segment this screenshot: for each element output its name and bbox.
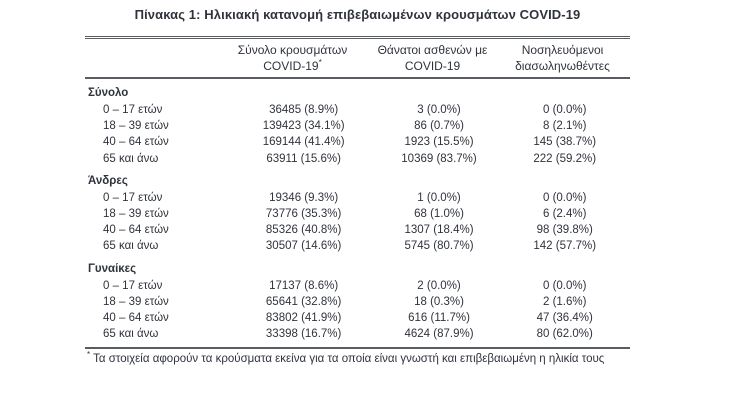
col-header-total-cases: Σύνολο κρουσμάτων COVID-19* bbox=[215, 43, 370, 74]
intubated-value: 2 (1.6%) bbox=[542, 295, 587, 308]
intubated-value: 0 (0.0%) bbox=[542, 279, 587, 292]
col-header-total-cases-line1: Σύνολο κρουσμάτων bbox=[237, 43, 348, 57]
table-row: 40 – 64 ετών 85326 (40.8%) 1307 (18.4%) … bbox=[85, 222, 630, 238]
col-header-total-cases-line2: COVID-19* bbox=[263, 57, 322, 73]
col-header-empty bbox=[85, 43, 215, 74]
rule-bottom bbox=[85, 347, 630, 350]
age-label: 65 και άνω bbox=[103, 328, 159, 341]
section-total: Σύνολο 0 – 17 ετών 36485 (8.9%) 3 (0.0%)… bbox=[85, 85, 630, 167]
deaths-value: 616 (11.7%) bbox=[408, 311, 470, 324]
table-row: 0 – 17 ετών 17137 (8.6%) 2 (0.0%) 0 (0.0… bbox=[85, 278, 630, 294]
col-header-deaths-line2: COVID-19 bbox=[404, 58, 461, 73]
cases-value: 65641 (32.8%) bbox=[265, 295, 342, 308]
intubated-value: 47 (36.4%) bbox=[536, 311, 593, 324]
col-header-intubated-line1: Νοσηλευόμενοι bbox=[521, 43, 604, 57]
deaths-value: 5745 (80.7%) bbox=[404, 240, 474, 253]
section-label: Άνδρες bbox=[88, 174, 128, 187]
section-label: Σύνολο bbox=[88, 87, 129, 99]
cases-value: 17137 (8.6%) bbox=[269, 279, 339, 292]
col-header-deaths: Θάνατοι ασθενών με COVID-19 bbox=[370, 43, 495, 74]
age-label: 65 και άνω bbox=[103, 240, 159, 253]
table-row: 0 – 17 ετών 19346 (9.3%) 1 (0.0%) 0 (0.0… bbox=[85, 190, 630, 206]
deaths-value: 10369 (83.7%) bbox=[401, 152, 477, 165]
deaths-value: 68 (1.0%) bbox=[414, 207, 464, 220]
age-label: 0 – 17 ετών bbox=[103, 191, 163, 204]
table-row: 65 και άνω 63911 (15.6%) 10369 (83.7%) 2… bbox=[85, 151, 630, 167]
intubated-value: 142 (57.7%) bbox=[533, 240, 597, 253]
rule-header-separator bbox=[85, 77, 630, 79]
section-men: Άνδρες 0 – 17 ετών 19346 (9.3%) 1 (0.0%)… bbox=[85, 173, 630, 255]
table-row: 40 – 64 ετών 169144 (41.4%) 1923 (15.5%)… bbox=[85, 134, 630, 150]
age-label: 0 – 17 ετών bbox=[103, 279, 163, 292]
cases-value: 33398 (16.7%) bbox=[265, 328, 342, 341]
col-header-intubated-line2: διασωληνωθέντες bbox=[515, 58, 610, 73]
table-row: 18 – 39 ετών 73776 (35.3%) 68 (1.0%) 6 (… bbox=[85, 206, 630, 222]
cases-value: 139423 (34.1%) bbox=[262, 120, 345, 133]
footnote-mark: * bbox=[318, 57, 322, 67]
col-header-intubated: Νοσηλευόμενοι διασωληνωθέντες bbox=[495, 43, 630, 74]
age-label: 0 – 17 ετών bbox=[103, 104, 163, 116]
intubated-value: 8 (2.1%) bbox=[542, 120, 587, 133]
cases-value: 19346 (9.3%) bbox=[269, 191, 339, 204]
age-label: 18 – 39 ετών bbox=[103, 207, 169, 220]
intubated-value: 98 (39.8%) bbox=[536, 224, 593, 237]
rule-top bbox=[85, 36, 630, 39]
section-label: Γυναίκες bbox=[88, 262, 137, 275]
deaths-value: 86 (0.7%) bbox=[414, 120, 464, 133]
section-women: Γυναίκες 0 – 17 ετών 17137 (8.6%) 2 (0.0… bbox=[85, 261, 630, 343]
age-label: 40 – 64 ετών bbox=[103, 224, 169, 237]
intubated-value: 6 (2.4%) bbox=[542, 207, 587, 220]
table-row: 0 – 17 ετών 36485 (8.9%) 3 (0.0%) 0 (0.0… bbox=[85, 102, 630, 118]
intubated-value: 0 (0.0%) bbox=[542, 191, 587, 204]
table-header-row: Σύνολο κρουσμάτων COVID-19* Θάνατοι ασθε… bbox=[85, 39, 630, 77]
cases-value: 30507 (14.6%) bbox=[265, 240, 342, 253]
age-label: 18 – 39 ετών bbox=[103, 295, 169, 308]
cases-value: 83802 (41.9%) bbox=[265, 311, 342, 324]
table-body: Σύνολο 0 – 17 ετών 36485 (8.9%) 3 (0.0%)… bbox=[85, 79, 630, 347]
deaths-value: 4624 (87.9%) bbox=[404, 328, 474, 341]
cases-value: 85326 (40.8%) bbox=[265, 224, 342, 237]
deaths-value: 1 (0.0%) bbox=[417, 191, 461, 204]
table-row: 18 – 39 ετών 139423 (34.1%) 86 (0.7%) 8 … bbox=[85, 118, 630, 134]
table-title: Πίνακας 1: Ηλικιακή κατανομή επιβεβαιωμέ… bbox=[134, 7, 581, 22]
deaths-value: 2 (0.0%) bbox=[417, 279, 461, 292]
table-row: 40 – 64 ετών 83802 (41.9%) 616 (11.7%) 4… bbox=[85, 310, 630, 326]
deaths-value: 3 (0.0%) bbox=[417, 104, 461, 116]
table-row: 65 και άνω 33398 (16.7%) 4624 (87.9%) 80… bbox=[85, 326, 630, 342]
table-row: 65 και άνω 30507 (14.6%) 5745 (80.7%) 14… bbox=[85, 238, 630, 254]
table-row: 18 – 39 ετών 65641 (32.8%) 18 (0.3%) 2 (… bbox=[85, 294, 630, 310]
footnote-text: Τα στοιχεία αφορούν τα κρούσματα εκείνα … bbox=[90, 353, 605, 366]
cases-value: 63911 (15.6%) bbox=[266, 152, 341, 165]
age-label: 40 – 64 ετών bbox=[103, 136, 169, 149]
deaths-value: 18 (0.3%) bbox=[414, 295, 464, 308]
intubated-value: 0 (0.0%) bbox=[542, 104, 587, 116]
age-label: 65 και άνω bbox=[103, 152, 159, 165]
age-label: 18 – 39 ετών bbox=[103, 120, 169, 133]
footnote: * Τα στοιχεία αφορούν τα κρούσματα εκείν… bbox=[85, 351, 630, 367]
intubated-value: 145 (38.7%) bbox=[533, 136, 597, 149]
intubated-value: 80 (62.0%) bbox=[536, 328, 593, 341]
table-1-container: Πίνακας 1: Ηλικιακή κατανομή επιβεβαιωμέ… bbox=[85, 6, 630, 367]
cases-value: 73776 (35.3%) bbox=[265, 207, 342, 220]
cases-value: 36485 (8.9%) bbox=[269, 104, 339, 116]
age-label: 40 – 64 ετών bbox=[103, 311, 169, 324]
cases-value: 169144 (41.4%) bbox=[262, 136, 345, 149]
deaths-value: 1923 (15.5%) bbox=[404, 136, 474, 149]
footnote-symbol: * bbox=[87, 350, 91, 360]
deaths-value: 1307 (18.4%) bbox=[404, 224, 474, 237]
col-header-deaths-line1: Θάνατοι ασθενών με bbox=[377, 43, 488, 57]
intubated-value: 222 (59.2%) bbox=[533, 152, 597, 165]
